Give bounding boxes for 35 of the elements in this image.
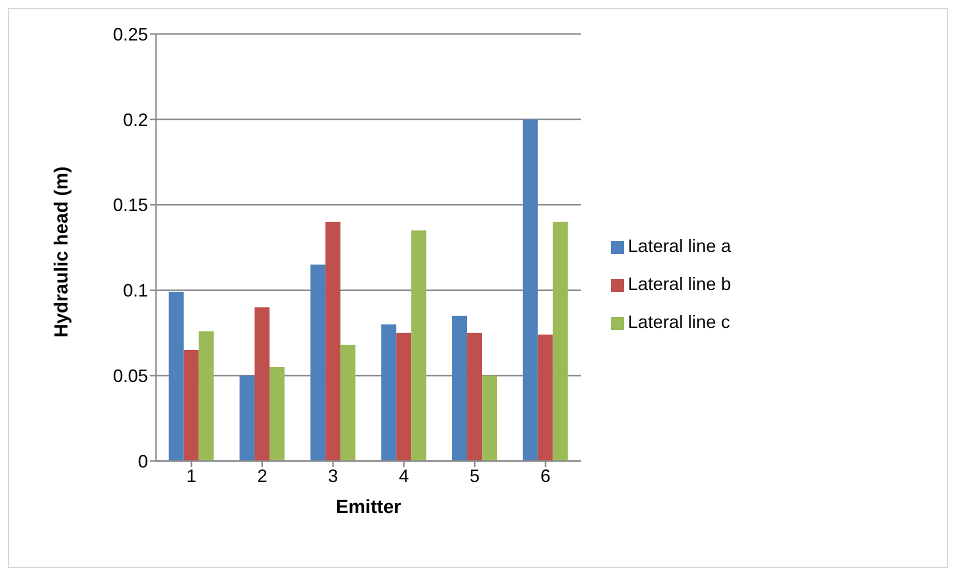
bar (452, 316, 468, 461)
bar (184, 350, 199, 461)
legend-label: Lateral line b (628, 274, 731, 294)
y-tick-label: 0.2 (122, 110, 148, 130)
x-tick-label: 3 (328, 466, 338, 486)
bar (396, 332, 412, 461)
bar (538, 334, 553, 461)
x-tick-label: 4 (398, 466, 409, 486)
bar (482, 376, 498, 461)
x-tick-label: 6 (540, 466, 551, 486)
bar (411, 230, 426, 461)
legend-label: Lateral line c (628, 312, 730, 332)
bar (254, 307, 270, 461)
legend-label: Lateral line a (628, 236, 731, 256)
x-axis-title: Emitter (336, 497, 402, 518)
x-tick-label: 5 (470, 466, 480, 486)
bar (325, 222, 340, 461)
bar (198, 331, 214, 461)
y-tick-label: 0.1 (122, 280, 148, 301)
y-tick-label: 0 (138, 451, 148, 472)
y-tick-label: 0.15 (112, 195, 148, 216)
y-tick-label: 0.05 (112, 366, 148, 386)
bar (168, 292, 184, 461)
bar (552, 222, 568, 461)
bar (240, 376, 255, 461)
bar (310, 264, 326, 461)
bar (522, 119, 538, 461)
bar (381, 324, 396, 461)
bar (340, 344, 356, 461)
bar (270, 367, 285, 461)
bar (467, 332, 482, 461)
y-tick-label: 0.25 (112, 24, 148, 44)
y-axis-title: Hydraulic head (m) (52, 166, 73, 338)
x-tick-label: 1 (186, 466, 196, 486)
x-tick-label: 2 (257, 466, 268, 486)
